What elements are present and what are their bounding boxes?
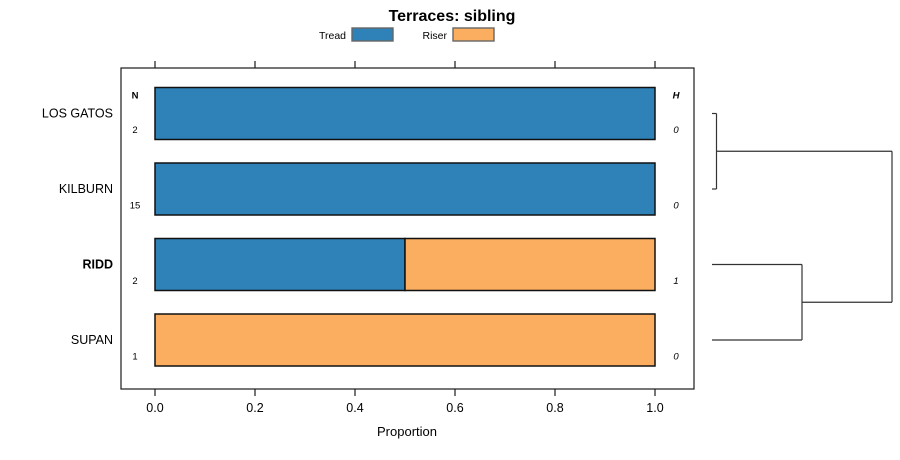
n-value: 2	[132, 276, 137, 287]
n-value: 15	[130, 201, 141, 212]
legend: Tread Riser	[319, 27, 495, 42]
legend-swatch-tread	[351, 27, 394, 42]
x-tick-label: 0.4	[346, 401, 363, 415]
h-column-header: H	[673, 91, 681, 102]
bar-segment-tread	[154, 237, 406, 292]
n-column-header: N	[132, 91, 139, 102]
legend-swatch-riser	[452, 27, 495, 42]
x-tick-label: 0.2	[246, 401, 263, 415]
n-value: 1	[132, 352, 137, 363]
bar-segment-riser	[154, 313, 656, 367]
x-tick-label: 0.6	[446, 401, 463, 415]
x-tick-label: 0.0	[146, 401, 163, 415]
x-axis-label: Proportion	[377, 424, 437, 439]
n-value: 2	[132, 125, 137, 136]
legend-label-riser: Riser	[422, 30, 447, 42]
category-label: KILBURN	[59, 182, 113, 196]
chart-title: Terraces: sibling	[389, 8, 516, 25]
row-labels: LOS GATOS 2 0 KILBURN 15 0 RIDD 2 1 SUPAN 1 0	[42, 107, 679, 363]
category-label: SUPAN	[71, 333, 113, 347]
plot-box	[120, 67, 695, 390]
h-value: 0	[673, 201, 679, 212]
bars	[154, 86, 656, 367]
x-axis: 0.0 0.2 0.4 0.6 0.8 1.0	[146, 61, 664, 415]
h-value: 1	[673, 276, 678, 287]
h-value: 0	[673, 352, 679, 363]
bar-segment-tread	[154, 162, 656, 216]
x-tick-label: 0.8	[546, 401, 563, 415]
category-label: LOS GATOS	[42, 107, 113, 121]
category-label: RIDD	[82, 258, 113, 272]
bar-segment-tread	[154, 86, 656, 141]
dendrogram	[712, 112, 893, 341]
bar-segment-riser	[404, 237, 656, 292]
x-tick-label: 1.0	[646, 401, 663, 415]
legend-label-tread: Tread	[319, 30, 346, 42]
h-value: 0	[673, 125, 679, 136]
